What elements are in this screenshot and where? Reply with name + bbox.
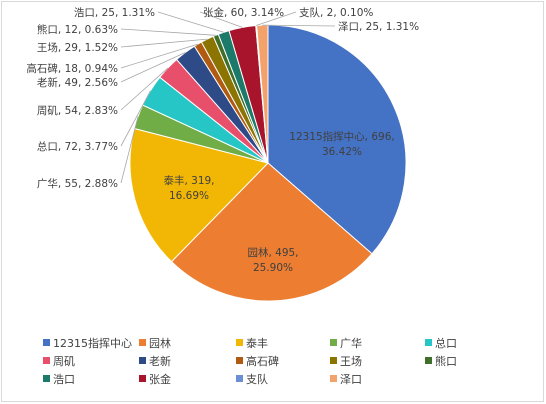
- leader-line: [157, 11, 224, 33]
- legend-item: 高石碑: [236, 354, 279, 368]
- legend-label: 熊口: [435, 354, 457, 368]
- legend-swatch: [139, 339, 146, 346]
- legend-swatch: [330, 357, 337, 364]
- legend-label: 泰丰: [246, 336, 268, 350]
- legend-swatch: [139, 357, 146, 364]
- legend-swatch: [425, 357, 432, 364]
- legend-item: 张金: [139, 372, 171, 386]
- data-label: 泰丰, 319, 16.69%: [163, 174, 214, 202]
- legend-item: 周矶: [43, 355, 75, 368]
- data-label: 熊口, 12, 0.63%: [37, 23, 118, 36]
- legend-item: 广华: [330, 336, 362, 350]
- data-label: 张金, 60, 3.14%: [203, 6, 284, 19]
- leader-line: [120, 52, 186, 83]
- legend-label: 高石碑: [246, 354, 279, 368]
- legend-label: 浩口: [53, 373, 75, 386]
- leader-line: [120, 116, 139, 184]
- legend-swatch: [139, 375, 146, 382]
- legend-swatch: [330, 339, 337, 346]
- legend-swatch: [236, 375, 243, 382]
- leader-line: [120, 67, 169, 111]
- legend-swatch: [236, 357, 243, 364]
- legend-swatch: [43, 375, 50, 382]
- legend-item: 园林: [139, 336, 171, 350]
- data-label: 支队, 2, 0.10%: [299, 6, 373, 19]
- legend-item: 熊口: [425, 354, 457, 368]
- legend-label: 广华: [340, 336, 362, 350]
- leader-line: [120, 38, 208, 48]
- legend-label: 支队: [246, 372, 268, 386]
- legend-item: 王场: [330, 354, 362, 368]
- data-labels: 12315指挥中心, 696, 36.42% 园林, 495, 25.90% 泰丰, 3…: [26, 6, 419, 274]
- legend-item: 泰丰: [236, 336, 268, 350]
- legend-item: 老新: [139, 354, 171, 368]
- legend-item: 泽口: [330, 373, 362, 386]
- data-label: 周矶, 54, 2.83%: [37, 105, 118, 117]
- legend-swatch: [43, 357, 50, 364]
- legend-item: 总口: [425, 336, 457, 350]
- data-label: 老新, 49, 2.56%: [37, 76, 118, 89]
- pie-slices: [129, 24, 407, 302]
- legend-item: 12315指挥中心: [43, 336, 132, 350]
- leader-line: [120, 28, 216, 36]
- legend-swatch: [425, 339, 432, 346]
- pie-slice: [267, 24, 407, 255]
- data-label: 浩口, 25, 1.31%: [74, 7, 155, 19]
- legend-label: 12315指挥中心: [53, 336, 132, 350]
- data-label: 高石碑, 18, 0.94%: [26, 62, 118, 75]
- data-label: 广华, 55, 2.88%: [37, 177, 118, 190]
- legend-swatch: [236, 339, 243, 346]
- legend-label: 周矶: [53, 355, 75, 368]
- data-label: 12315指挥中心, 696, 36.42%: [289, 130, 394, 158]
- data-label: 园林, 495, 25.90%: [247, 246, 298, 274]
- pie-slice: [170, 162, 373, 302]
- data-label: 王场, 29, 1.52%: [37, 41, 118, 54]
- legend-label: 老新: [149, 354, 171, 368]
- legend-label: 张金: [149, 372, 171, 386]
- legend-swatch: [330, 375, 337, 382]
- data-label: 泽口, 25, 1.31%: [338, 21, 419, 33]
- data-label: 总口, 72, 3.77%: [37, 140, 118, 153]
- leader-line: [120, 43, 199, 69]
- leader-line: [199, 11, 243, 28]
- legend-item: 浩口: [43, 373, 75, 386]
- legend-label: 王场: [340, 354, 362, 368]
- legend-label: 泽口: [340, 373, 362, 386]
- legend-item: 支队: [236, 372, 268, 386]
- legend-label: 园林: [149, 336, 171, 350]
- legend-swatch: [43, 339, 50, 346]
- leader-line: [120, 90, 151, 147]
- leader-line: [256, 11, 297, 26]
- legend-label: 总口: [435, 336, 457, 350]
- leader-line: [262, 24, 336, 27]
